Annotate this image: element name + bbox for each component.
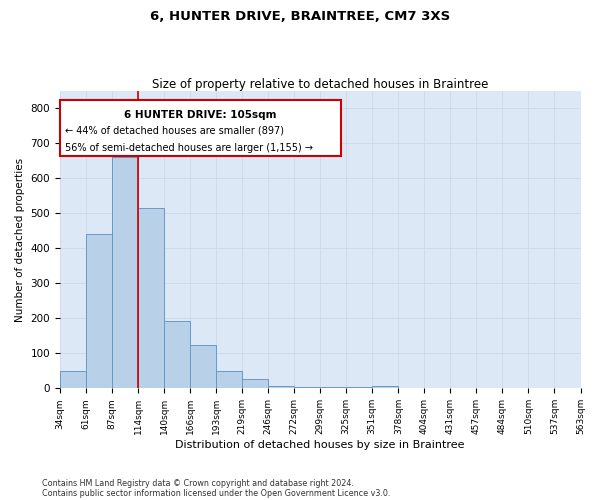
Bar	[138, 208, 164, 388]
X-axis label: Distribution of detached houses by size in Braintree: Distribution of detached houses by size …	[175, 440, 465, 450]
Text: 6, HUNTER DRIVE, BRAINTREE, CM7 3XS: 6, HUNTER DRIVE, BRAINTREE, CM7 3XS	[150, 10, 450, 23]
Bar	[190, 344, 216, 389]
Bar	[112, 158, 138, 388]
Bar	[294, 386, 320, 388]
FancyBboxPatch shape	[60, 100, 341, 156]
Text: Contains HM Land Registry data © Crown copyright and database right 2024.: Contains HM Land Registry data © Crown c…	[42, 478, 354, 488]
Bar	[372, 386, 398, 388]
Bar	[86, 234, 112, 388]
Text: ← 44% of detached houses are smaller (897): ← 44% of detached houses are smaller (89…	[65, 125, 284, 135]
Y-axis label: Number of detached properties: Number of detached properties	[15, 158, 25, 322]
Bar	[346, 386, 372, 388]
Text: 6 HUNTER DRIVE: 105sqm: 6 HUNTER DRIVE: 105sqm	[124, 110, 277, 120]
Bar	[242, 379, 268, 388]
Bar	[164, 321, 190, 388]
Title: Size of property relative to detached houses in Braintree: Size of property relative to detached ho…	[152, 78, 488, 91]
Text: Contains public sector information licensed under the Open Government Licence v3: Contains public sector information licen…	[42, 488, 391, 498]
Text: 56% of semi-detached houses are larger (1,155) →: 56% of semi-detached houses are larger (…	[65, 143, 313, 153]
Bar	[60, 371, 86, 388]
Bar	[216, 371, 242, 388]
Bar	[268, 386, 294, 388]
Bar	[320, 386, 346, 388]
